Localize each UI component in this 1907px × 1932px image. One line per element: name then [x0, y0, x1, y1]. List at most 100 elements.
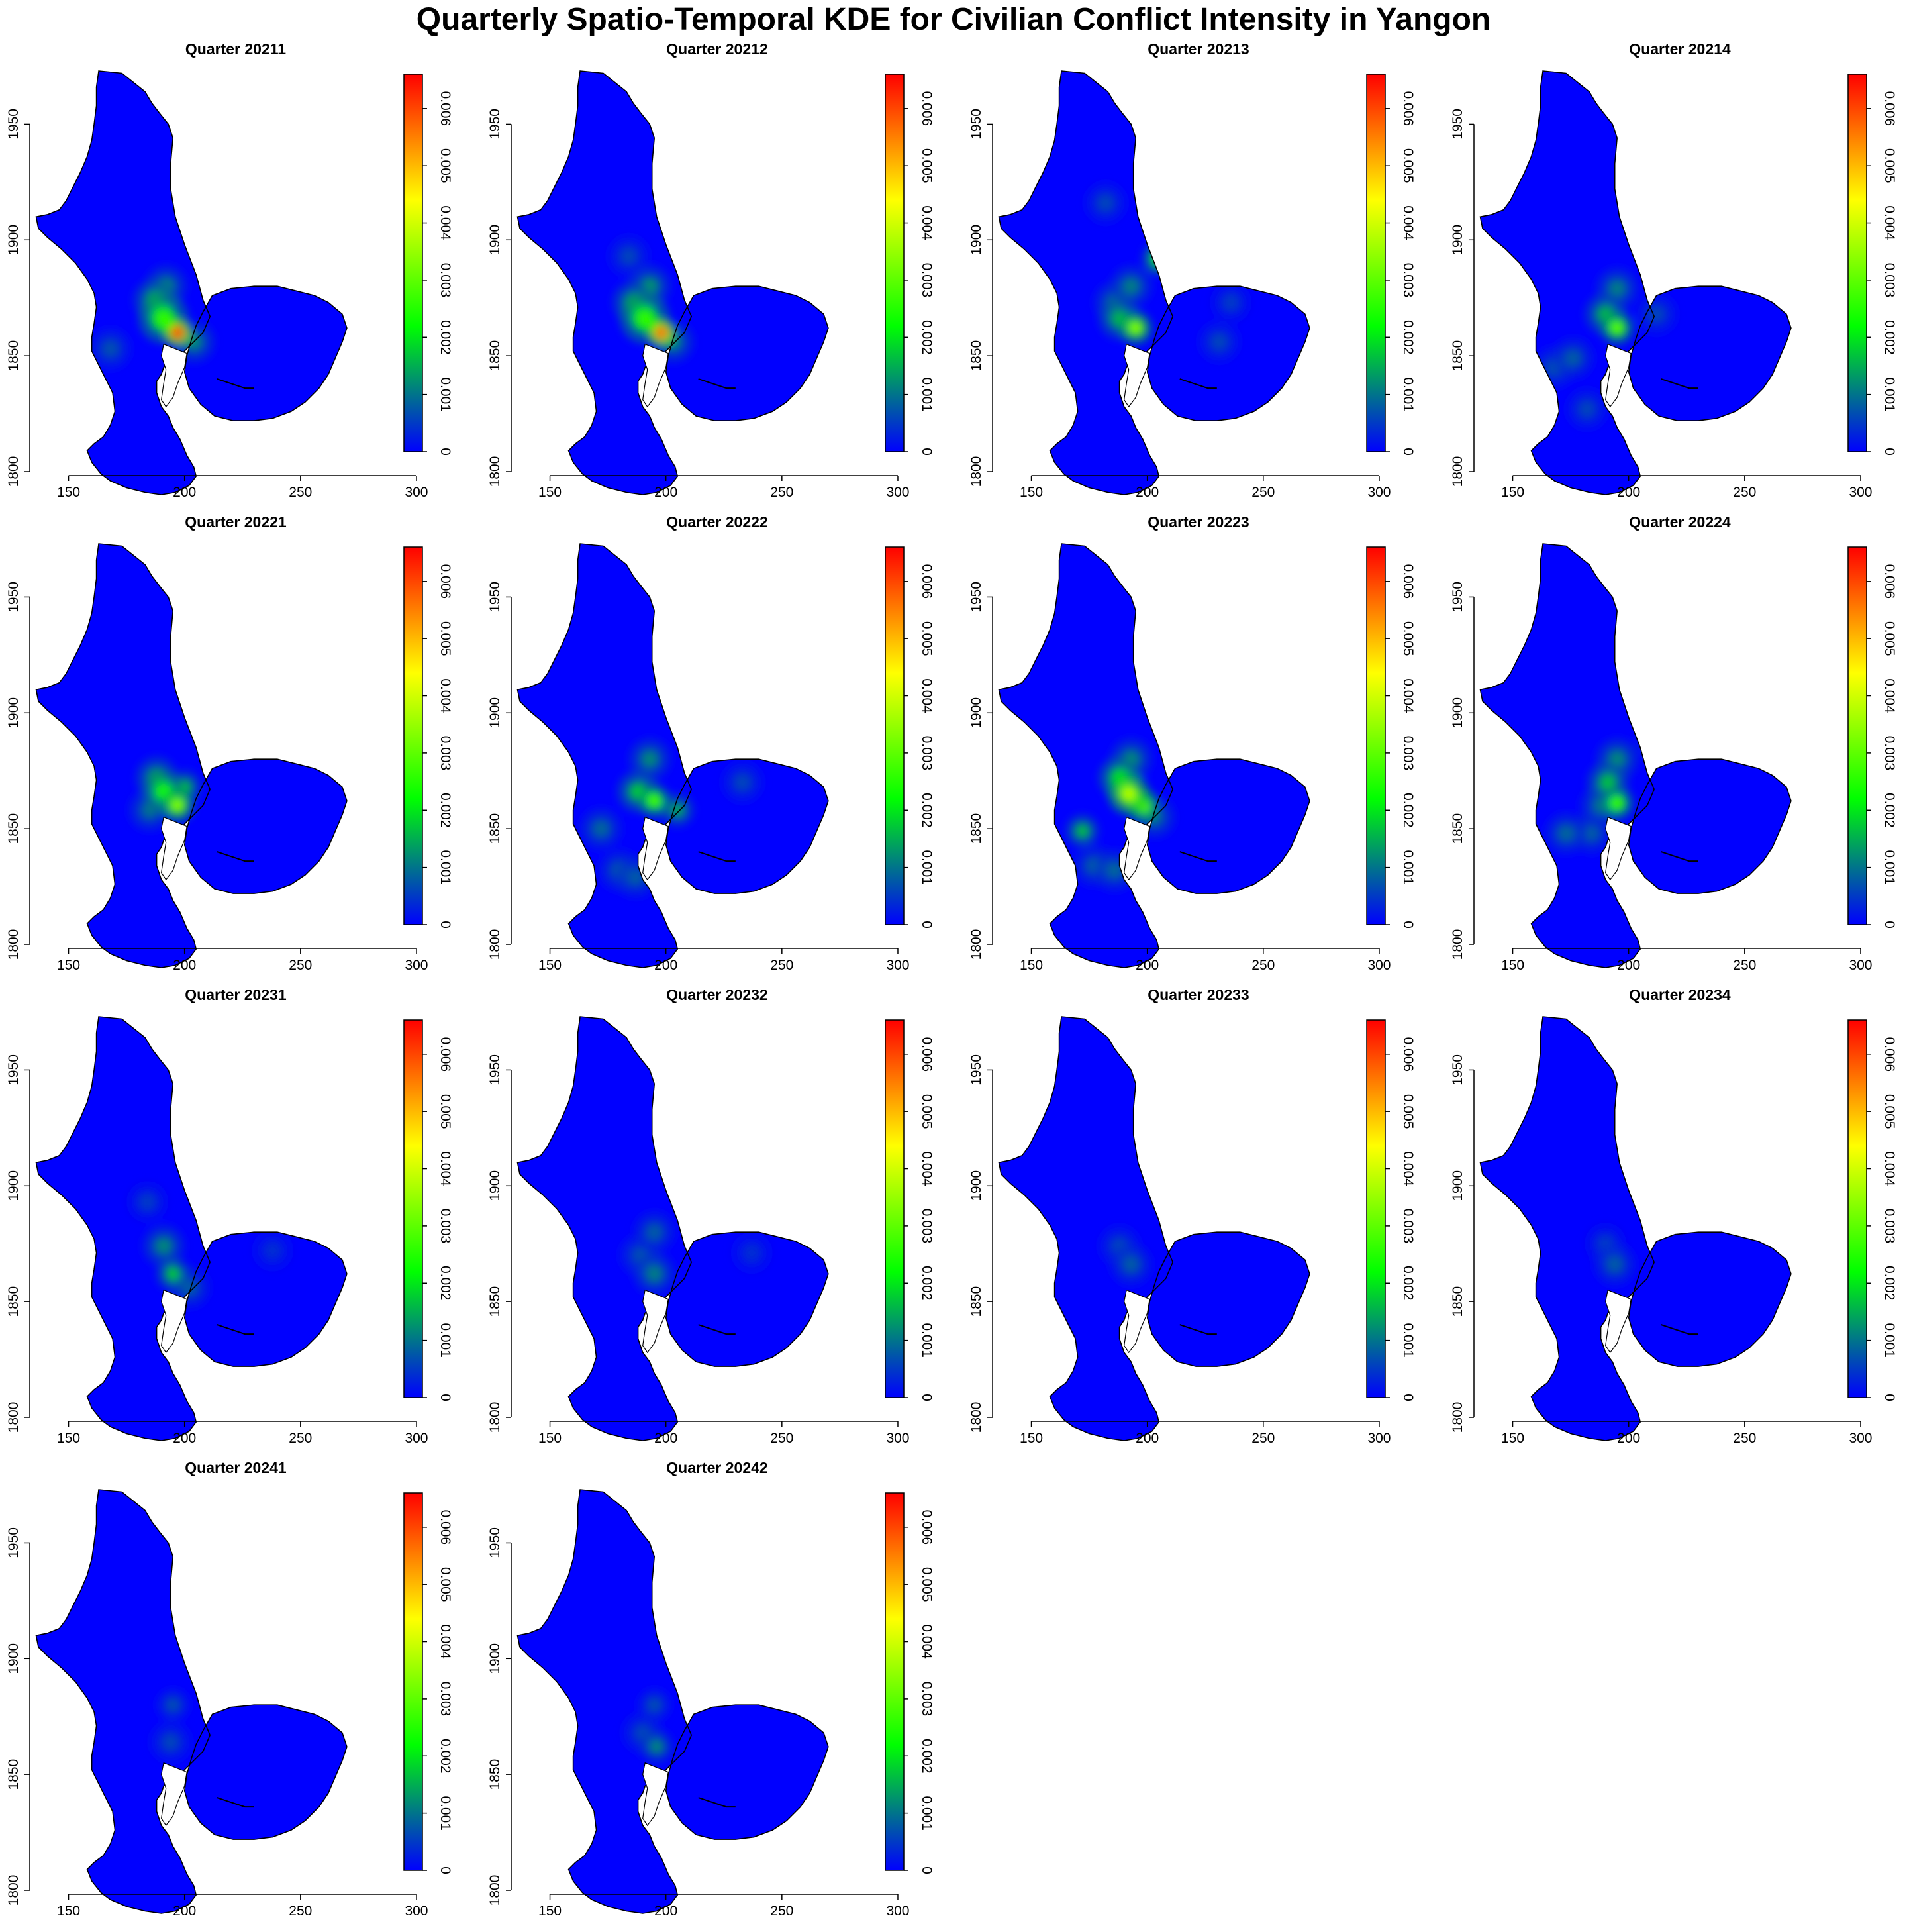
kde-panel: Quarter 20223 150 200 250 300 1800 1850 1900 195…	[963, 513, 1440, 986]
colorbar-tick-label: 0.004	[1400, 678, 1416, 713]
region-outline-east	[1146, 1231, 1310, 1367]
density-hotspot-core	[164, 1736, 177, 1748]
density-hotspot-core	[1650, 308, 1663, 320]
chart-title: Quarterly Spatio-Temporal KDE for Civili…	[416, 2, 1491, 37]
river-channel	[642, 343, 669, 408]
colorbar-tick-label: 0.003	[1400, 1209, 1416, 1244]
x-tick-label: 150	[57, 1431, 80, 1446]
kde-panel: Quarter 20231 150 200 250 300 1800 1850 1900 195…	[0, 986, 477, 1459]
colorbar-tick-label: 0	[1400, 921, 1416, 929]
density-hotspot-core	[141, 1196, 154, 1208]
x-tick-label: 300	[1849, 1431, 1872, 1446]
colorbar-tick-label: 0.001	[1400, 850, 1416, 885]
density-hotspot-core	[650, 1700, 660, 1710]
density-hotspot-core	[173, 329, 182, 337]
x-tick-label: 150	[57, 958, 80, 973]
density-hotspot-core	[1213, 336, 1226, 348]
colorbar-tick-label: 0.006	[919, 1510, 934, 1545]
y-tick-label: 1850	[1450, 813, 1465, 844]
y-tick-label: 1800	[1450, 1402, 1465, 1433]
colorbar-tick-label: 0.002	[438, 1266, 453, 1301]
colorbar-tick-label: 0	[919, 1394, 934, 1401]
density-hotspot-core	[638, 311, 652, 326]
colorbar-tick-label: 0.002	[919, 320, 934, 355]
x-tick-label: 250	[770, 1904, 793, 1919]
x-tick-label: 300	[1367, 958, 1391, 973]
density-hotspot-core	[746, 1246, 758, 1259]
y-tick-label: 1950	[487, 1527, 503, 1558]
x-tick-label: 200	[1617, 1431, 1640, 1446]
region-outline-east	[1146, 285, 1310, 421]
kde-panel: Quarter 20214 150 200 250 300 1800 1850 1900 195…	[1444, 40, 1907, 513]
region-outline-west	[516, 543, 693, 968]
y-tick-label: 1950	[969, 109, 984, 140]
panel-title: Quarter 20231	[185, 986, 287, 1003]
x-tick-label: 150	[1020, 1431, 1043, 1446]
kde-panel-plot: Quarter 20241 150 200 250 300 1800 1850 1900 195…	[6, 1459, 453, 1919]
density-hotspot-core	[595, 823, 607, 835]
colorbar-tick-label: 0.002	[438, 1739, 453, 1774]
density-hotspot-core	[1125, 1258, 1137, 1270]
region-outline-east	[665, 758, 829, 894]
panel-title: Quarter 20242	[666, 1459, 767, 1476]
y-tick-label: 1950	[1450, 582, 1465, 613]
density-hotspot-core	[158, 1240, 170, 1252]
x-tick-label: 300	[886, 485, 909, 500]
colorbar-tick-label: 0.003	[1400, 263, 1416, 298]
river-channel	[1605, 1289, 1632, 1354]
colorbar-tick-label: 0	[438, 1394, 453, 1401]
x-tick-label: 300	[405, 1904, 428, 1919]
region-outline-west	[1479, 543, 1655, 968]
region-outline-west	[1479, 1016, 1655, 1441]
x-tick-label: 150	[538, 958, 562, 973]
kde-panel: Quarter 20213 150 200 250 300 1800 1850 1900 195…	[963, 40, 1440, 513]
x-tick-label: 150	[1020, 485, 1043, 500]
river-channel	[1605, 816, 1632, 881]
y-tick-label: 1950	[6, 582, 21, 613]
y-tick-label: 1900	[6, 225, 21, 256]
kde-panel-plot: Quarter 20242 150 200 250 300 1800 1850 1900 195…	[487, 1459, 934, 1919]
x-tick-label: 200	[173, 1431, 196, 1446]
x-tick-label: 200	[1136, 958, 1159, 973]
x-tick-label: 250	[1251, 1431, 1275, 1446]
colorbar-tick-label: 0	[1400, 1394, 1416, 1401]
colorbar-tick-label: 0.002	[1882, 320, 1897, 355]
colorbar-tick-label: 0.002	[1400, 320, 1416, 355]
y-tick-label: 1900	[1450, 1170, 1465, 1201]
region-outline-east	[1628, 285, 1792, 421]
colorbar-tick-label: 0.003	[919, 1682, 934, 1717]
colorbar-tick-label: 0.006	[1400, 91, 1416, 127]
x-tick-label: 150	[1020, 958, 1043, 973]
river-channel	[161, 816, 187, 881]
colorbar-tick-label: 0.003	[438, 1682, 453, 1717]
colorbar-tick-label: 0.004	[438, 678, 453, 713]
colorbar-tick-label: 0.004	[919, 1624, 934, 1659]
colorbar-tick-label: 0.003	[1882, 263, 1897, 298]
colorbar-tick-label: 0.006	[1400, 1037, 1416, 1072]
region-outline-west	[35, 70, 211, 495]
colorbar-tick-label: 0.003	[438, 263, 453, 298]
y-tick-label: 1850	[1450, 1286, 1465, 1317]
x-tick-label: 250	[1251, 958, 1275, 973]
colorbar-tick-label: 0.004	[919, 678, 934, 713]
y-tick-label: 1900	[6, 697, 21, 729]
y-tick-label: 1800	[487, 1875, 503, 1906]
colorbar-tick-label: 0.006	[438, 564, 453, 599]
colorbar-tick-label: 0.005	[1882, 1094, 1897, 1129]
creek-line	[698, 1797, 736, 1808]
x-tick-label: 300	[886, 1431, 909, 1446]
colorbar-tick-label: 0.004	[1882, 205, 1897, 240]
y-tick-label: 1850	[487, 340, 503, 372]
kde-panel-plot: Quarter 20213 150 200 250 300 1800 1850 1900 195…	[969, 40, 1416, 500]
kde-panel: Quarter 20212 150 200 250 300 1800 1850 1900 195…	[481, 40, 958, 513]
y-tick-label: 1800	[1450, 929, 1465, 960]
density-hotspot-core	[650, 796, 660, 806]
panel-title: Quarter 20214	[1629, 40, 1731, 58]
creek-line	[217, 851, 254, 862]
density-hotspot-core	[104, 342, 117, 355]
colorbar-tick-label: 0.005	[1882, 148, 1897, 183]
colorbar-tick-label: 0.005	[438, 1567, 453, 1602]
colorbar-tick-label: 0.001	[438, 850, 453, 885]
panel-title: Quarter 20241	[185, 1459, 287, 1476]
river-channel	[1124, 343, 1150, 408]
